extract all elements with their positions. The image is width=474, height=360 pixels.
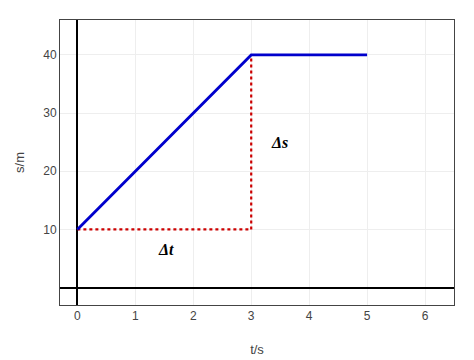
svg-text:5: 5 xyxy=(364,309,371,323)
svg-text:3: 3 xyxy=(248,309,255,323)
svg-text:6: 6 xyxy=(422,309,429,323)
svg-text:40: 40 xyxy=(43,48,57,62)
svg-text:0: 0 xyxy=(74,309,81,323)
svg-text:1: 1 xyxy=(132,309,139,323)
svg-text:Δs: Δs xyxy=(271,134,288,151)
svg-text:30: 30 xyxy=(43,106,57,120)
svg-text:Δt: Δt xyxy=(158,241,174,258)
svg-text:10: 10 xyxy=(43,223,57,237)
svg-text:t/s: t/s xyxy=(250,342,264,357)
svg-text:s/m: s/m xyxy=(12,152,27,173)
svg-text:20: 20 xyxy=(43,164,57,178)
svg-text:2: 2 xyxy=(190,309,197,323)
svg-text:4: 4 xyxy=(306,309,313,323)
